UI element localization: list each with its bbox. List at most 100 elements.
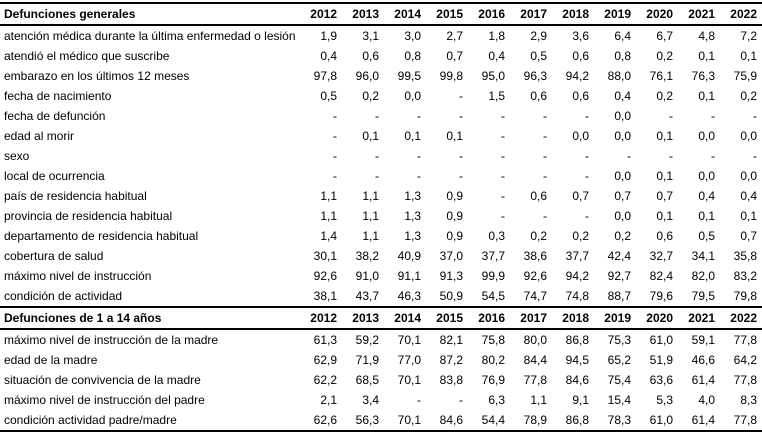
value-cell: 84,6 bbox=[439, 413, 463, 427]
value-cell: 0,1 bbox=[446, 129, 463, 143]
value-cell: 56,3 bbox=[355, 413, 379, 427]
value-cell: 9,1 bbox=[572, 393, 589, 407]
value-cell: 0,6 bbox=[572, 89, 589, 103]
year-column-header: 2015 bbox=[436, 7, 463, 21]
value-cell: - bbox=[585, 109, 589, 123]
value-cell: 0,4 bbox=[698, 189, 715, 203]
value-cell: 0,0 bbox=[698, 129, 715, 143]
value-cell: 1,1 bbox=[362, 229, 379, 243]
table-row: condición de actividad 38,1 43,7 46,3 50,9 54… bbox=[0, 286, 762, 307]
year-column-header: 2022 bbox=[730, 311, 757, 325]
table-row: país de residencia habitual 1,1 1,1 1,3 0,9 -… bbox=[0, 186, 762, 206]
value-cell: 0,0 bbox=[572, 129, 589, 143]
value-cell: 75,8 bbox=[481, 333, 505, 347]
value-cell: 0,7 bbox=[656, 189, 673, 203]
value-cell: 3,1 bbox=[362, 29, 379, 43]
value-cell: 1,1 bbox=[320, 209, 337, 223]
value-cell: 34,1 bbox=[691, 249, 715, 263]
table-row: cobertura de salud 30,1 38,2 40,9 37,0 37,7 38… bbox=[0, 246, 762, 266]
value-cell: 97,8 bbox=[313, 69, 337, 83]
value-cell: 83,8 bbox=[439, 373, 463, 387]
value-cell: 82,0 bbox=[691, 269, 715, 283]
value-cell: 0,2 bbox=[530, 229, 547, 243]
section-header-row: Defunciones de 1 a 14 años 2012 2013 2014 20… bbox=[0, 307, 762, 329]
value-cell: 0,8 bbox=[614, 49, 631, 63]
value-cell: 59,2 bbox=[355, 333, 379, 347]
table-row: sexo - - - - - - - - - - - bbox=[0, 146, 762, 166]
value-cell: 92,7 bbox=[607, 269, 631, 283]
row-label: máximo nivel de instrucción bbox=[4, 269, 152, 283]
value-cell: 0,0 bbox=[614, 209, 631, 223]
value-cell: 79,8 bbox=[733, 289, 757, 303]
value-cell: 0,9 bbox=[446, 209, 463, 223]
value-cell: 0,5 bbox=[698, 229, 715, 243]
value-cell: 0,4 bbox=[488, 49, 505, 63]
value-cell: 0,7 bbox=[572, 189, 589, 203]
value-cell: 0,1 bbox=[698, 209, 715, 223]
row-label: embarazo en los últimos 12 meses bbox=[4, 69, 190, 83]
value-cell: - bbox=[585, 169, 589, 183]
value-cell: 95,0 bbox=[481, 69, 505, 83]
row-label: local de ocurrencia bbox=[4, 169, 105, 183]
value-cell: 37,7 bbox=[481, 249, 505, 263]
value-cell: - bbox=[627, 149, 631, 163]
value-cell: 94,2 bbox=[565, 69, 589, 83]
year-column-header: 2014 bbox=[394, 7, 421, 21]
value-cell: 54,4 bbox=[481, 413, 505, 427]
row-label: fecha de nacimiento bbox=[4, 89, 112, 103]
table-body: Defunciones generales 2012 2013 2014 2015 201… bbox=[0, 3, 762, 431]
value-cell: 3,4 bbox=[362, 393, 379, 407]
value-cell: 6,3 bbox=[488, 393, 505, 407]
year-column-header: 2016 bbox=[478, 7, 505, 21]
table-row: fecha de nacimiento 0,5 0,2 0,0 - 1,5 0,6 0,6 0,… bbox=[0, 86, 762, 106]
value-cell: 86,8 bbox=[565, 413, 589, 427]
value-cell: 83,2 bbox=[733, 269, 757, 283]
value-cell: - bbox=[669, 149, 673, 163]
table-row: situación de convivencia de la madre 62,2… bbox=[0, 370, 762, 390]
table-row: condición actividad padre/madre 62,6 56,3 7… bbox=[0, 410, 762, 431]
value-cell: 40,9 bbox=[397, 249, 421, 263]
row-label: edad al morir bbox=[4, 129, 75, 143]
value-cell: 92,6 bbox=[313, 269, 337, 283]
value-cell: - bbox=[375, 109, 379, 123]
table-row: edad al morir - 0,1 0,1 0,1 - - 0,0 0,0 0,1 0,0 0,0 bbox=[0, 126, 762, 146]
value-cell: 3,6 bbox=[572, 29, 589, 43]
value-cell: 99,8 bbox=[439, 69, 463, 83]
value-cell: 38,1 bbox=[313, 289, 337, 303]
table-row: máximo nivel de instrucción 92,6 91,0 91,1 9… bbox=[0, 266, 762, 286]
table-row: atendió el médico que suscribe 0,4 0,6 0,8 0… bbox=[0, 46, 762, 66]
value-cell: 61,3 bbox=[313, 333, 337, 347]
value-cell: 76,3 bbox=[691, 69, 715, 83]
table-row: edad de la madre 62,9 71,9 77,0 87,2 80,2 84,4… bbox=[0, 350, 762, 370]
value-cell: 1,1 bbox=[320, 189, 337, 203]
value-cell: 1,3 bbox=[404, 209, 421, 223]
value-cell: - bbox=[501, 109, 505, 123]
value-cell: 71,9 bbox=[355, 353, 379, 367]
value-cell: - bbox=[459, 89, 463, 103]
table-row: máximo nivel de instrucción de la madre 6… bbox=[0, 329, 762, 350]
row-label: departamento de residencia habitual bbox=[4, 229, 199, 243]
value-cell: 30,1 bbox=[313, 249, 337, 263]
value-cell: - bbox=[501, 149, 505, 163]
value-cell: 3,0 bbox=[404, 29, 421, 43]
year-column-header: 2018 bbox=[562, 311, 589, 325]
value-cell: - bbox=[543, 129, 547, 143]
value-cell: - bbox=[333, 169, 337, 183]
value-cell: 70,1 bbox=[397, 413, 421, 427]
value-cell: 38,2 bbox=[355, 249, 379, 263]
value-cell: 0,0 bbox=[614, 129, 631, 143]
value-cell: - bbox=[333, 109, 337, 123]
row-label: condición actividad padre/madre bbox=[4, 413, 177, 427]
value-cell: 99,5 bbox=[397, 69, 421, 83]
value-cell: 15,4 bbox=[607, 393, 631, 407]
row-label: edad de la madre bbox=[4, 353, 98, 367]
year-column-header: 2017 bbox=[520, 311, 547, 325]
value-cell: 70,1 bbox=[397, 373, 421, 387]
value-cell: 61,0 bbox=[649, 413, 673, 427]
value-cell: 62,2 bbox=[313, 373, 337, 387]
value-cell: - bbox=[459, 393, 463, 407]
value-cell: 61,4 bbox=[691, 373, 715, 387]
value-cell: 35,8 bbox=[733, 249, 757, 263]
value-cell: 77,0 bbox=[397, 353, 421, 367]
